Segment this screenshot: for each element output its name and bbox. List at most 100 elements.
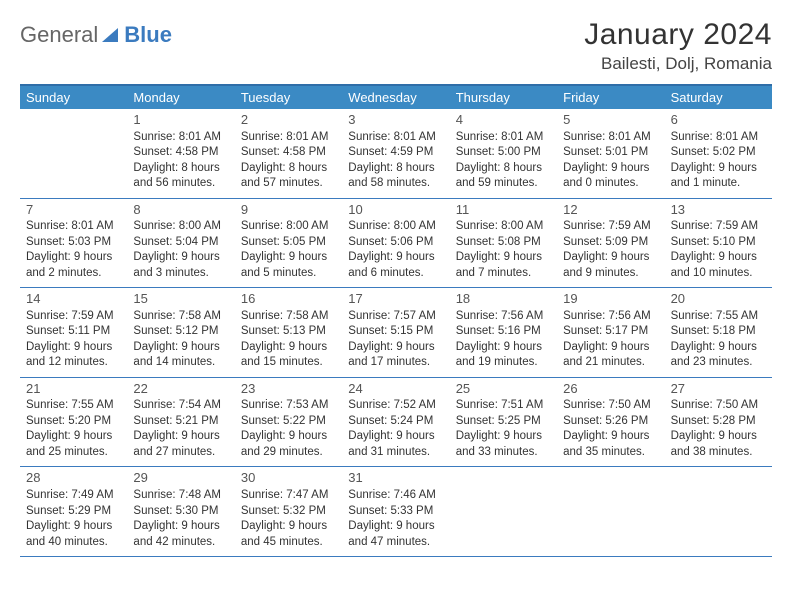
- cell-date: 30: [241, 469, 336, 487]
- cell-date: 23: [241, 380, 336, 398]
- day-label: Tuesday: [235, 86, 342, 109]
- cell-sunset: Sunset: 5:32 PM: [241, 504, 336, 520]
- cell-daylight1: Daylight: 9 hours: [348, 250, 443, 266]
- cell-sunrise: Sunrise: 8:01 AM: [671, 130, 766, 146]
- cell-sunrise: Sunrise: 7:47 AM: [241, 488, 336, 504]
- calendar-cell: 8Sunrise: 8:00 AMSunset: 5:04 PMDaylight…: [127, 199, 234, 288]
- calendar-cell: 5Sunrise: 8:01 AMSunset: 5:01 PMDaylight…: [557, 109, 664, 198]
- cell-daylight2: and 57 minutes.: [241, 176, 336, 192]
- cell-sunrise: Sunrise: 7:50 AM: [671, 398, 766, 414]
- cell-daylight1: Daylight: 9 hours: [671, 429, 766, 445]
- weeks-container: 1Sunrise: 8:01 AMSunset: 4:58 PMDaylight…: [20, 109, 772, 557]
- cell-daylight1: Daylight: 9 hours: [671, 250, 766, 266]
- cell-date: 9: [241, 201, 336, 219]
- calendar-week: 14Sunrise: 7:59 AMSunset: 5:11 PMDayligh…: [20, 288, 772, 378]
- cell-daylight1: Daylight: 9 hours: [348, 340, 443, 356]
- day-header-row: Sunday Monday Tuesday Wednesday Thursday…: [20, 86, 772, 109]
- cell-daylight1: Daylight: 9 hours: [671, 161, 766, 177]
- cell-sunset: Sunset: 5:20 PM: [26, 414, 121, 430]
- calendar-cell: 1Sunrise: 8:01 AMSunset: 4:58 PMDaylight…: [127, 109, 234, 198]
- cell-sunset: Sunset: 5:08 PM: [456, 235, 551, 251]
- calendar-cell: 9Sunrise: 8:00 AMSunset: 5:05 PMDaylight…: [235, 199, 342, 288]
- cell-daylight2: and 59 minutes.: [456, 176, 551, 192]
- cell-daylight1: Daylight: 9 hours: [241, 340, 336, 356]
- calendar-cell: 12Sunrise: 7:59 AMSunset: 5:09 PMDayligh…: [557, 199, 664, 288]
- logo-triangle-icon: [102, 26, 122, 44]
- cell-sunset: Sunset: 5:01 PM: [563, 145, 658, 161]
- calendar-table: Sunday Monday Tuesday Wednesday Thursday…: [20, 84, 772, 557]
- cell-sunset: Sunset: 5:28 PM: [671, 414, 766, 430]
- cell-sunset: Sunset: 5:15 PM: [348, 324, 443, 340]
- cell-daylight2: and 35 minutes.: [563, 445, 658, 461]
- cell-date: 19: [563, 290, 658, 308]
- calendar-page: General Blue January 2024 Bailesti, Dolj…: [0, 0, 792, 567]
- calendar-cell: [450, 467, 557, 556]
- cell-sunrise: Sunrise: 7:52 AM: [348, 398, 443, 414]
- calendar-cell: 11Sunrise: 8:00 AMSunset: 5:08 PMDayligh…: [450, 199, 557, 288]
- cell-sunrise: Sunrise: 7:59 AM: [671, 219, 766, 235]
- cell-daylight2: and 40 minutes.: [26, 535, 121, 551]
- cell-daylight1: Daylight: 8 hours: [456, 161, 551, 177]
- cell-daylight1: Daylight: 9 hours: [133, 429, 228, 445]
- cell-daylight2: and 21 minutes.: [563, 355, 658, 371]
- cell-date: 2: [241, 111, 336, 129]
- cell-sunset: Sunset: 5:11 PM: [26, 324, 121, 340]
- cell-daylight2: and 17 minutes.: [348, 355, 443, 371]
- cell-sunrise: Sunrise: 8:00 AM: [133, 219, 228, 235]
- cell-daylight1: Daylight: 9 hours: [26, 429, 121, 445]
- cell-daylight1: Daylight: 8 hours: [348, 161, 443, 177]
- cell-daylight2: and 6 minutes.: [348, 266, 443, 282]
- cell-date: 5: [563, 111, 658, 129]
- calendar-week: 7Sunrise: 8:01 AMSunset: 5:03 PMDaylight…: [20, 199, 772, 289]
- calendar-week: 1Sunrise: 8:01 AMSunset: 4:58 PMDaylight…: [20, 109, 772, 199]
- cell-sunset: Sunset: 5:26 PM: [563, 414, 658, 430]
- cell-daylight2: and 58 minutes.: [348, 176, 443, 192]
- cell-daylight1: Daylight: 9 hours: [456, 250, 551, 266]
- cell-daylight2: and 38 minutes.: [671, 445, 766, 461]
- calendar-cell: [665, 467, 772, 556]
- cell-sunrise: Sunrise: 7:54 AM: [133, 398, 228, 414]
- cell-sunset: Sunset: 5:17 PM: [563, 324, 658, 340]
- cell-daylight1: Daylight: 9 hours: [26, 340, 121, 356]
- calendar-cell: 28Sunrise: 7:49 AMSunset: 5:29 PMDayligh…: [20, 467, 127, 556]
- cell-daylight2: and 9 minutes.: [563, 266, 658, 282]
- cell-sunset: Sunset: 4:58 PM: [241, 145, 336, 161]
- header: General Blue January 2024 Bailesti, Dolj…: [20, 18, 772, 74]
- cell-daylight1: Daylight: 9 hours: [348, 519, 443, 535]
- logo-text-blue: Blue: [124, 22, 172, 48]
- cell-sunrise: Sunrise: 7:49 AM: [26, 488, 121, 504]
- calendar-cell: 21Sunrise: 7:55 AMSunset: 5:20 PMDayligh…: [20, 378, 127, 467]
- cell-sunset: Sunset: 5:06 PM: [348, 235, 443, 251]
- cell-sunrise: Sunrise: 7:55 AM: [26, 398, 121, 414]
- calendar-week: 28Sunrise: 7:49 AMSunset: 5:29 PMDayligh…: [20, 467, 772, 557]
- cell-sunset: Sunset: 5:13 PM: [241, 324, 336, 340]
- calendar-cell: 26Sunrise: 7:50 AMSunset: 5:26 PMDayligh…: [557, 378, 664, 467]
- cell-sunset: Sunset: 5:04 PM: [133, 235, 228, 251]
- cell-date: 12: [563, 201, 658, 219]
- cell-date: 6: [671, 111, 766, 129]
- cell-sunset: Sunset: 5:24 PM: [348, 414, 443, 430]
- cell-date: 4: [456, 111, 551, 129]
- cell-date: 1: [133, 111, 228, 129]
- cell-sunset: Sunset: 5:10 PM: [671, 235, 766, 251]
- calendar-cell: 18Sunrise: 7:56 AMSunset: 5:16 PMDayligh…: [450, 288, 557, 377]
- day-label: Sunday: [20, 86, 127, 109]
- cell-daylight2: and 45 minutes.: [241, 535, 336, 551]
- cell-daylight2: and 7 minutes.: [456, 266, 551, 282]
- cell-daylight2: and 33 minutes.: [456, 445, 551, 461]
- cell-sunrise: Sunrise: 7:58 AM: [241, 309, 336, 325]
- calendar-cell: 19Sunrise: 7:56 AMSunset: 5:17 PMDayligh…: [557, 288, 664, 377]
- cell-daylight1: Daylight: 9 hours: [26, 250, 121, 266]
- cell-daylight1: Daylight: 8 hours: [241, 161, 336, 177]
- calendar-cell: 23Sunrise: 7:53 AMSunset: 5:22 PMDayligh…: [235, 378, 342, 467]
- cell-daylight1: Daylight: 9 hours: [563, 429, 658, 445]
- cell-sunrise: Sunrise: 8:01 AM: [456, 130, 551, 146]
- day-label: Friday: [557, 86, 664, 109]
- cell-sunset: Sunset: 4:59 PM: [348, 145, 443, 161]
- cell-date: 26: [563, 380, 658, 398]
- cell-daylight2: and 2 minutes.: [26, 266, 121, 282]
- cell-daylight2: and 14 minutes.: [133, 355, 228, 371]
- calendar-cell: 17Sunrise: 7:57 AMSunset: 5:15 PMDayligh…: [342, 288, 449, 377]
- cell-date: 21: [26, 380, 121, 398]
- cell-daylight2: and 10 minutes.: [671, 266, 766, 282]
